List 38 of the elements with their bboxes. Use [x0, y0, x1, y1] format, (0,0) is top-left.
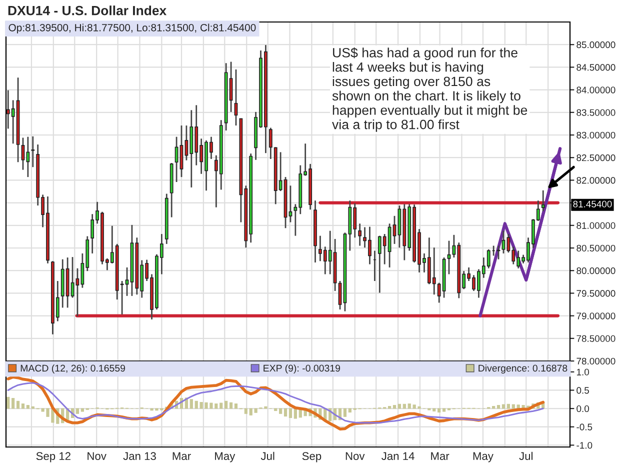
x-tick-label: Jan 13	[123, 452, 156, 460]
y-tick-label: 80.00000	[576, 267, 616, 274]
y-tick-label: 81.00000	[576, 222, 616, 229]
y-tick-label: 83.50000	[576, 109, 616, 116]
x-tick-label: Sep	[302, 452, 322, 462]
y-tick-label: 80.50000	[576, 244, 616, 252]
text: 81.45400	[573, 200, 612, 208]
y-tick-label: 78.50000	[576, 335, 616, 342]
y-tick-label: 85.00000	[576, 41, 616, 48]
x-tick-label: May	[215, 452, 236, 462]
x-tick-label: Mar	[172, 452, 191, 460]
y-tick-label: 82.00000	[576, 177, 616, 184]
y-tick-label: 84.50000	[576, 64, 616, 71]
legend-label: EXP (9): -0.00319	[264, 364, 340, 374]
y-tick-label: 79.00000	[576, 312, 616, 320]
y-tick-label: 0.5	[576, 387, 589, 394]
x-tick-label: Sep 12	[36, 452, 70, 462]
x-tick-label: Nov	[346, 452, 365, 460]
x-tick-label: Jul	[260, 452, 274, 460]
chart-subtitle: Op:81.39500, Hi:81.77500, Lo:81.31500, Cl:81.45400	[8, 24, 256, 34]
x-tick-label: Jan 14	[382, 452, 414, 460]
legend-label: Divergence: 0.16878	[478, 364, 568, 374]
x-tick-label: Mar	[431, 452, 450, 460]
legend-label: MACD (12, 26): 0.16559	[20, 364, 126, 374]
annotation: US$ has had a good run for the last 4 weeks but is having issues geting over 8150 as shown on the chart. It is likely to happen eventually but it might be via a trip to 81.00 first	[332, 47, 528, 132]
y-tick-label: 82.50000	[576, 154, 616, 162]
x-tick-label: Jul	[519, 452, 532, 460]
x-tick-label: May	[473, 452, 494, 462]
x-tick-label: Nov	[88, 452, 106, 460]
chart-title: DXU14 - U.S. Dollar Index	[8, 6, 167, 16]
y-tick-label: 84.00000	[576, 86, 616, 94]
y-tick-label: -1.0	[576, 442, 592, 449]
y-tick-label: 83.00000	[576, 132, 616, 139]
y-tick-label: 78.00000	[576, 358, 616, 365]
y-tick-label: -0.5	[576, 424, 592, 430]
y-tick-label: 1.0	[576, 368, 590, 376]
y-tick-label: 0.0	[576, 405, 590, 412]
y-tick-label: 79.50000	[576, 290, 616, 297]
